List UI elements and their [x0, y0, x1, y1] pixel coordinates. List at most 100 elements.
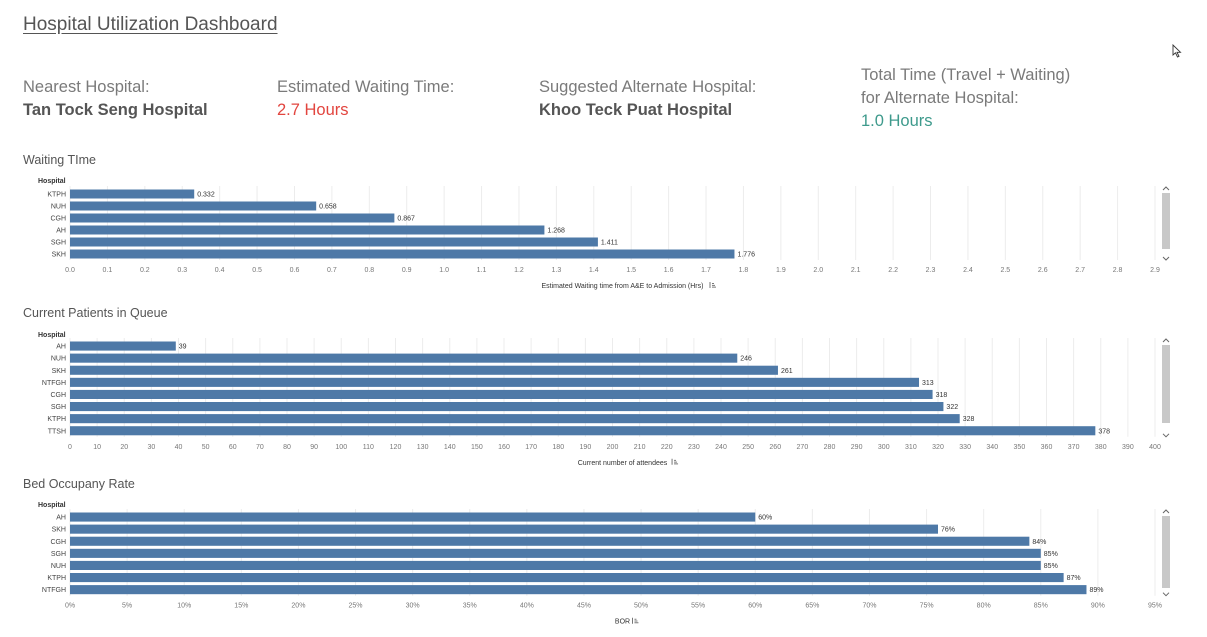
scroll-up-icon[interactable]: [1162, 186, 1170, 191]
bar[interactable]: [70, 225, 545, 235]
bar[interactable]: [70, 249, 735, 259]
scrollbar-thumb[interactable]: [1162, 516, 1170, 588]
data-label: 322: [946, 404, 958, 411]
total-time-value: 1.0 Hours: [861, 112, 933, 130]
data-label: 60%: [758, 515, 772, 522]
data-label: 246: [740, 356, 752, 363]
tick-label: 0.1: [103, 267, 113, 274]
tick-label: 50: [202, 444, 210, 451]
waiting-time-label: Estimated Waiting Time:: [277, 78, 455, 96]
waiting-time-bar-chart: Hospital KTPH 0.332 NUH 0.658 CGH 0.867 AH 1.268…: [38, 178, 1170, 290]
sort-icon[interactable]: [671, 458, 679, 465]
scroll-up-icon[interactable]: [1162, 338, 1170, 343]
tick-label: 170: [525, 444, 537, 451]
tick-label: 1.3: [552, 267, 562, 274]
row-header: Hospital: [38, 332, 66, 339]
alternate-hospital-kpi: Suggested Alternate Hospital: Khoo Teck …: [539, 76, 756, 122]
category-label: NTFGH: [42, 380, 66, 387]
scrollbar-thumb[interactable]: [1162, 345, 1170, 423]
tick-label: 230: [688, 444, 700, 451]
tick-label: 190: [580, 444, 592, 451]
row-header: Hospital: [38, 178, 66, 185]
x-axis-ticks: 0% 5% 10% 15% 20% 25% 30% 35% 40% 45% 50% 55% 60% 65%…: [65, 603, 1162, 610]
tick-label: 2.2: [888, 267, 898, 274]
tick-label: 1.7: [701, 267, 711, 274]
page-title: Hospital Utilization Dashboard: [23, 14, 278, 35]
tick-label: 2.8: [1113, 267, 1123, 274]
bar[interactable]: [70, 585, 1087, 595]
category-label: NTFGH: [42, 587, 66, 594]
vertical-scrollbar[interactable]: [1162, 509, 1170, 597]
tick-label: 290: [851, 444, 863, 451]
category-label: SGH: [51, 551, 66, 558]
tick-label: 350: [1014, 444, 1026, 451]
vertical-scrollbar[interactable]: [1162, 338, 1170, 438]
bar[interactable]: [70, 524, 938, 534]
scroll-down-icon[interactable]: [1162, 433, 1170, 438]
data-label: 318: [936, 392, 948, 399]
bar[interactable]: [70, 353, 738, 363]
tick-label: 1.2: [514, 267, 524, 274]
bar[interactable]: [70, 365, 778, 375]
tick-label: 2.6: [1038, 267, 1048, 274]
tick-label: 100: [335, 444, 347, 451]
category-label: CGH: [50, 539, 66, 546]
alternate-hospital-value: Khoo Teck Puat Hospital: [539, 101, 733, 119]
tick-label: 1.5: [626, 267, 636, 274]
category-label: SKH: [52, 527, 66, 534]
bar[interactable]: [70, 414, 960, 424]
data-label: 1.411: [601, 240, 618, 247]
bar[interactable]: [70, 189, 195, 199]
row-header: Hospital: [38, 502, 66, 509]
tick-label: 0.3: [177, 267, 187, 274]
bar[interactable]: [70, 512, 756, 522]
data-label: 85%: [1044, 563, 1058, 570]
vertical-scrollbar[interactable]: [1162, 186, 1170, 261]
bar[interactable]: [70, 201, 317, 211]
scroll-down-icon[interactable]: [1162, 592, 1170, 597]
bar[interactable]: [70, 426, 1096, 436]
tick-label: 360: [1041, 444, 1053, 451]
tick-label: 200: [607, 444, 619, 451]
total-time-label-line1: Total Time (Travel + Waiting): [861, 66, 1071, 84]
scrollbar-thumb[interactable]: [1162, 193, 1170, 249]
data-label: 313: [922, 380, 934, 387]
data-label: 89%: [1089, 587, 1103, 594]
data-label: 1.268: [547, 228, 565, 235]
bar[interactable]: [70, 377, 920, 387]
sort-icon[interactable]: [632, 617, 639, 624]
bar[interactable]: [70, 237, 598, 247]
category-label: NUH: [51, 204, 66, 211]
bar[interactable]: [70, 389, 933, 399]
tick-label: 1.8: [739, 267, 749, 274]
tick-label: 80: [283, 444, 291, 451]
category-label: SGH: [51, 240, 66, 247]
bar[interactable]: [70, 560, 1041, 570]
category-label: CGH: [50, 392, 66, 399]
scroll-down-icon[interactable]: [1162, 256, 1170, 261]
bar[interactable]: [70, 536, 1030, 546]
total-time-kpi: Total Time (Travel + Waiting) for Altern…: [861, 64, 1070, 133]
bar[interactable]: [70, 213, 395, 223]
sort-icon[interactable]: [709, 282, 716, 288]
category-label: AH: [56, 515, 66, 522]
category-label: SKH: [52, 252, 66, 259]
bar[interactable]: [70, 402, 944, 412]
bar[interactable]: [70, 573, 1064, 583]
data-label: 0.332: [197, 192, 215, 199]
bar[interactable]: [70, 341, 176, 351]
gridlines: [69, 186, 1156, 260]
tick-label: 140: [444, 444, 456, 451]
tick-label: 2.0: [813, 267, 823, 274]
tick-label: 0.5: [252, 267, 262, 274]
tick-label: 35%: [463, 603, 477, 610]
tick-label: 340: [986, 444, 998, 451]
bar[interactable]: [70, 548, 1041, 558]
bars: AH 60% SKH 76% CGH 84% SGH 85% NUH 85% KTPH 87% NTFG…: [42, 512, 1103, 595]
scroll-up-icon[interactable]: [1162, 509, 1170, 514]
tick-label: 0.8: [364, 267, 374, 274]
tick-label: 30%: [406, 603, 420, 610]
nearest-hospital-value: Tan Tock Seng Hospital: [23, 101, 208, 119]
tick-label: 10%: [177, 603, 191, 610]
nearest-hospital-label: Nearest Hospital:: [23, 78, 150, 96]
